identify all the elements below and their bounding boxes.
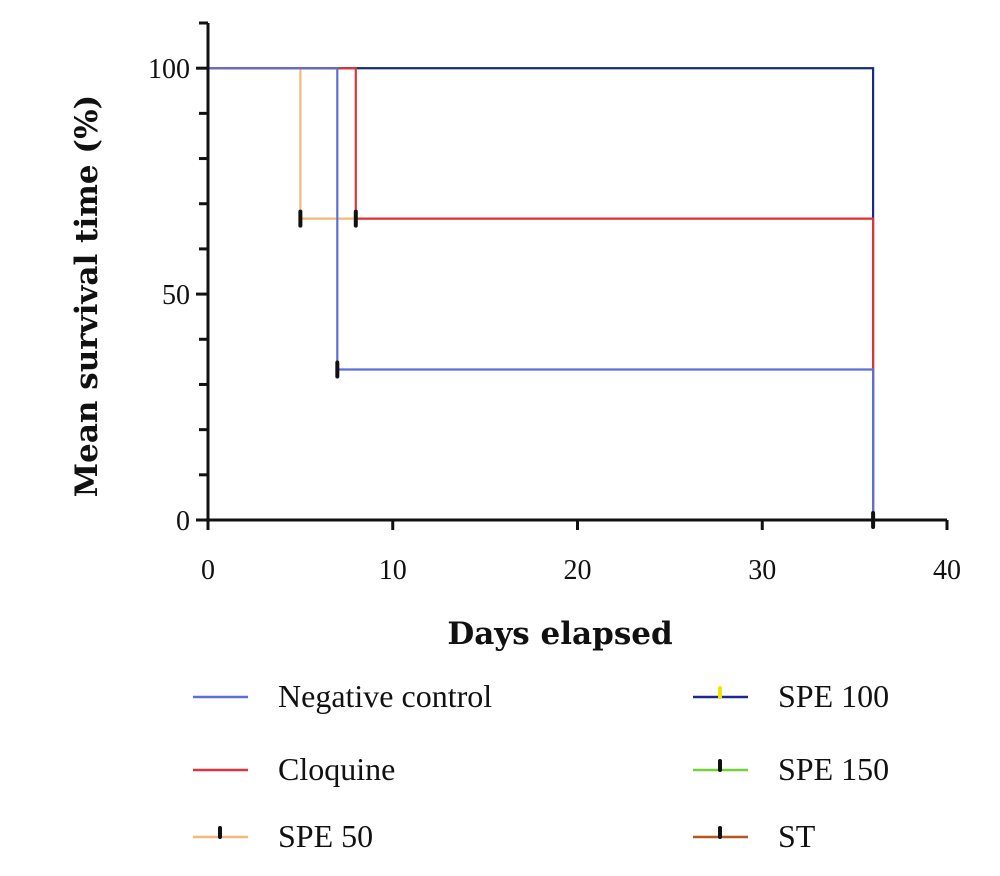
legend: Negative control Cloquine SPE 50 SPE 100 SPE… [193, 678, 889, 854]
legend-item-3: SPE 100 [693, 678, 889, 714]
legend-label-2: SPE 50 [278, 818, 373, 854]
series-line-1 [208, 67, 875, 520]
series-line-0 [208, 67, 875, 520]
x-tick-label-4: 40 [933, 555, 961, 586]
legend-item-0: Negative control [193, 678, 492, 714]
plot-series-lines [208, 67, 875, 520]
x-tick-label-2: 20 [564, 555, 592, 586]
legend-item-2: SPE 50 [193, 818, 373, 854]
legend-label-1: Cloquine [278, 751, 395, 787]
x-tick-label-1: 10 [379, 555, 407, 586]
legend-label-5: ST [778, 818, 816, 854]
legend-item-5: ST [693, 818, 816, 854]
y-tick-label-0: 0 [176, 506, 190, 537]
legend-item-4: SPE 150 [693, 751, 889, 787]
x-tick-label-0: 0 [201, 555, 215, 586]
x-tick-label-3: 30 [748, 555, 776, 586]
y-tick-label-2: 100 [148, 54, 190, 85]
legend-label-0: Negative control [278, 678, 492, 714]
y-tick-label-1: 50 [162, 280, 190, 311]
axes [196, 21, 949, 530]
x-axis-title: Days elapsed [447, 616, 672, 652]
tick-labels: 0 10 20 30 40 0 50 100 [148, 54, 961, 586]
legend-label-4: SPE 150 [778, 751, 889, 787]
series-line-3 [208, 67, 875, 520]
y-axis-title: Mean survival time (%) [69, 95, 105, 497]
legend-item-1: Cloquine [193, 751, 395, 787]
series-line-2 [208, 67, 875, 520]
legend-label-3: SPE 100 [778, 678, 889, 714]
